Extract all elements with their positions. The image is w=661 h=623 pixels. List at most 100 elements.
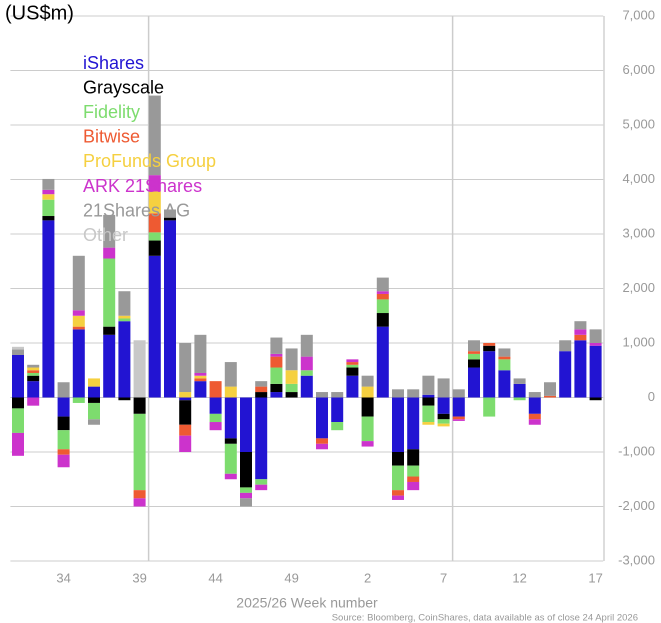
bar-segment xyxy=(270,356,283,368)
bar-segment xyxy=(57,416,70,431)
bar-segment xyxy=(103,214,116,248)
bar-segment xyxy=(42,216,55,221)
bar-segment xyxy=(574,329,587,335)
x-tick-label: 7 xyxy=(440,570,447,585)
x-tick-label: 17 xyxy=(588,570,602,585)
bar-segment xyxy=(376,299,389,314)
bar-segment xyxy=(240,492,252,499)
legend-entry: Other xyxy=(83,225,128,245)
bar-segment xyxy=(392,389,404,398)
bar-segment xyxy=(209,381,222,398)
bar-segment xyxy=(270,392,283,398)
bar-segment xyxy=(346,362,359,365)
bar-segment xyxy=(88,397,100,403)
bar-segment xyxy=(194,372,207,376)
bar-segment xyxy=(240,498,252,507)
bar-segment xyxy=(72,329,85,398)
bar-segment xyxy=(12,354,24,398)
bar-segment xyxy=(133,498,146,507)
bar-segment xyxy=(559,340,572,352)
bar-segment xyxy=(148,175,161,192)
bar-segment xyxy=(468,367,480,398)
bar-segment xyxy=(88,378,100,387)
bar-segment xyxy=(498,348,511,357)
bar-segment xyxy=(103,258,116,327)
legend-entry: iShares xyxy=(83,53,144,73)
bar-segment xyxy=(376,293,389,300)
bar-segment xyxy=(513,383,526,398)
bar-segment xyxy=(255,397,268,480)
bar-segment xyxy=(179,435,192,452)
bar-segment xyxy=(361,375,374,387)
legend-entry: ProFunds Group xyxy=(83,151,216,171)
y-tick-label: 6,000 xyxy=(622,62,655,77)
bar-segment xyxy=(27,375,40,382)
bar-segment xyxy=(300,370,313,376)
bar-segment xyxy=(316,397,328,439)
bar-segment xyxy=(300,334,313,357)
bar-segment xyxy=(544,395,556,398)
bar-segment xyxy=(42,220,55,398)
bar-segment xyxy=(179,400,192,425)
bar-segment xyxy=(528,397,541,414)
bar-segment xyxy=(437,419,450,424)
bar-segment xyxy=(240,487,252,493)
bar-segment xyxy=(468,359,480,368)
legend-entry: 21Shares AG xyxy=(83,200,190,220)
x-tick-label: 2 xyxy=(364,570,371,585)
bar-segment xyxy=(164,217,176,221)
bar-segment xyxy=(437,423,450,427)
bar-segment xyxy=(407,465,420,477)
bar-segment xyxy=(452,397,465,417)
bar-segment xyxy=(194,381,207,398)
bar-segment xyxy=(42,194,55,200)
bar-segment xyxy=(483,343,496,346)
bar-segment xyxy=(57,397,70,417)
bar-segment xyxy=(118,321,131,398)
bar-segment xyxy=(422,422,435,425)
bar-segment xyxy=(255,484,268,491)
bar-segment xyxy=(12,432,24,456)
bar-segment xyxy=(468,353,480,360)
bar-segment xyxy=(179,343,192,393)
bar-segment xyxy=(452,389,465,398)
legend: iShares Grayscale Fidelity Bitwise ProFunds … xyxy=(83,53,216,245)
bar-segment xyxy=(148,191,161,214)
y-tick-label: -1,000 xyxy=(618,443,655,458)
bar-segment xyxy=(72,315,85,327)
bar-segment xyxy=(376,313,389,327)
y-tick-label: 7,000 xyxy=(622,7,655,22)
bar-segment xyxy=(148,213,161,233)
bar-segment xyxy=(468,351,480,354)
bar-segment xyxy=(528,392,541,398)
bar-segment xyxy=(224,397,237,439)
bar-segment xyxy=(27,381,40,398)
bar-segment xyxy=(224,362,237,387)
legend-entry: Bitwise xyxy=(83,127,140,147)
y-tick-label: 0 xyxy=(648,389,655,404)
bar-segment xyxy=(270,353,283,357)
bar-segment xyxy=(118,315,131,319)
x-tick-label: 44 xyxy=(208,570,222,585)
bar-segment xyxy=(133,413,146,491)
bar-segment xyxy=(57,430,70,450)
bar-segment xyxy=(209,413,222,423)
bar-segment xyxy=(589,397,602,401)
bar-segment xyxy=(12,397,24,409)
x-axis-title: 2025/26 Week number xyxy=(236,595,378,611)
bar-segment xyxy=(27,372,40,376)
bar-segment xyxy=(240,452,252,488)
bar-segment xyxy=(559,351,572,398)
bar-segment xyxy=(361,397,374,417)
bar-segment xyxy=(194,378,207,382)
bar-segment xyxy=(179,424,192,436)
bar-segment xyxy=(255,381,268,387)
bar-segment xyxy=(240,397,252,452)
bar-segment xyxy=(346,375,359,398)
bar-segment xyxy=(88,419,100,425)
bar-segment xyxy=(42,199,55,217)
bar-segment xyxy=(12,346,24,350)
bar-segment xyxy=(407,481,420,491)
bar-segment xyxy=(422,394,435,398)
x-tick-label: 49 xyxy=(284,570,298,585)
